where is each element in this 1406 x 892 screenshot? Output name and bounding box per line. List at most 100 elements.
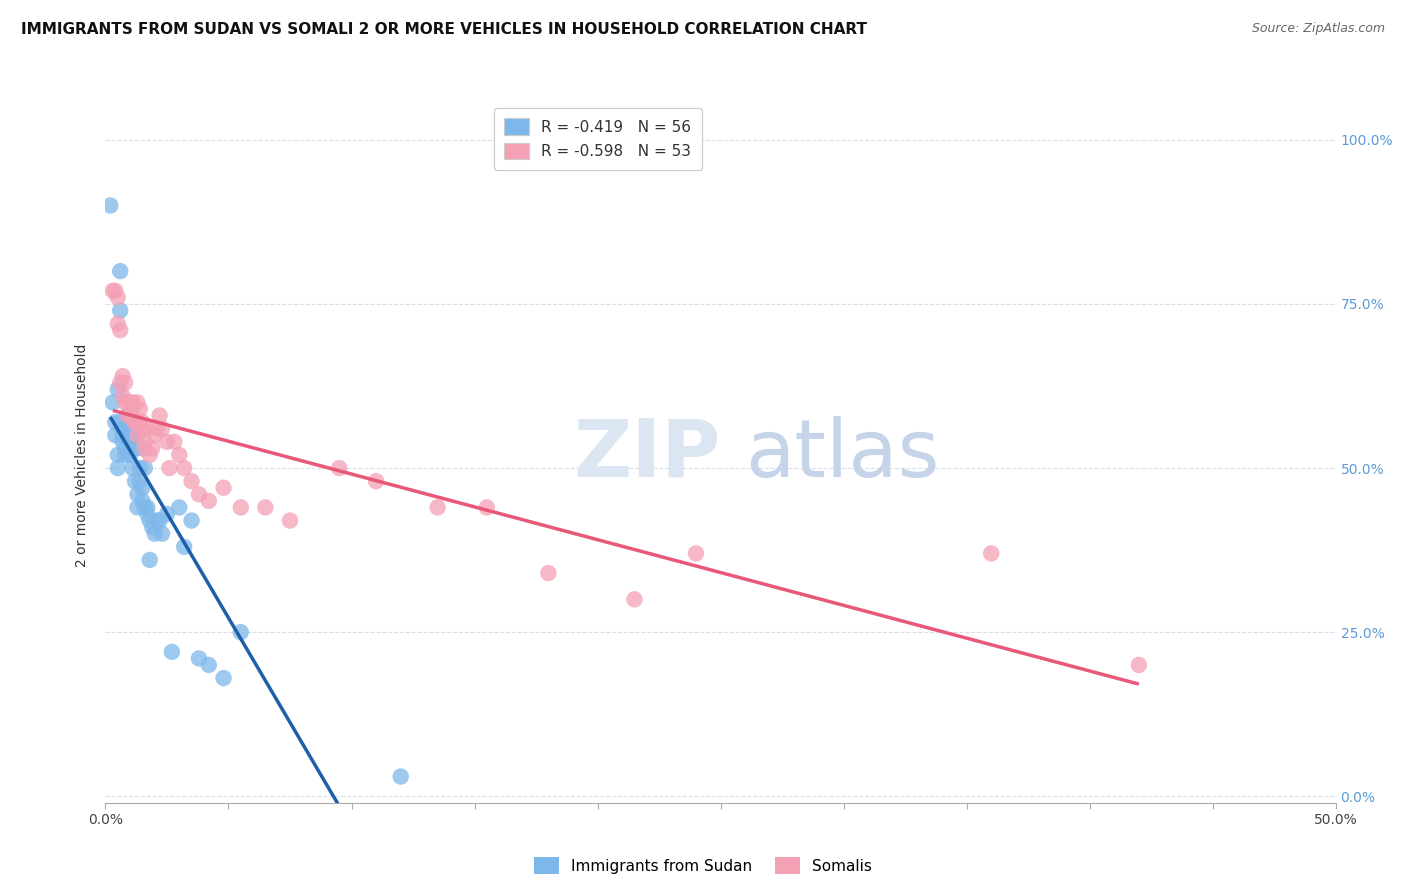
Point bbox=[121, 428, 143, 442]
Point bbox=[180, 474, 202, 488]
Point bbox=[169, 500, 191, 515]
Point bbox=[143, 428, 166, 442]
Point bbox=[120, 395, 141, 409]
Point bbox=[129, 461, 152, 475]
Point bbox=[117, 409, 139, 423]
Point bbox=[117, 415, 139, 429]
Point bbox=[141, 442, 163, 456]
Point bbox=[136, 422, 159, 436]
Point bbox=[110, 323, 132, 337]
Point bbox=[120, 448, 141, 462]
Legend: R = -0.419   N = 56, R = -0.598   N = 53: R = -0.419 N = 56, R = -0.598 N = 53 bbox=[494, 108, 702, 170]
Point bbox=[131, 494, 153, 508]
Point bbox=[180, 514, 202, 528]
Point bbox=[104, 284, 127, 298]
Point bbox=[110, 376, 132, 390]
Point bbox=[134, 461, 156, 475]
Point bbox=[111, 369, 134, 384]
Text: IMMIGRANTS FROM SUDAN VS SOMALI 2 OR MORE VEHICLES IN HOUSEHOLD CORRELATION CHAR: IMMIGRANTS FROM SUDAN VS SOMALI 2 OR MOR… bbox=[21, 22, 868, 37]
Point bbox=[114, 442, 136, 456]
Point bbox=[146, 514, 169, 528]
Point bbox=[127, 487, 149, 501]
Point bbox=[129, 474, 152, 488]
Point bbox=[121, 409, 143, 423]
Point bbox=[114, 376, 136, 390]
Point bbox=[134, 434, 156, 449]
Point bbox=[131, 422, 153, 436]
Point bbox=[120, 409, 141, 423]
Point bbox=[131, 481, 153, 495]
Point bbox=[107, 290, 129, 304]
Point bbox=[110, 264, 132, 278]
Point bbox=[138, 448, 162, 462]
Point bbox=[104, 415, 127, 429]
Point bbox=[127, 428, 149, 442]
Point bbox=[120, 422, 141, 436]
Point bbox=[124, 415, 146, 429]
Point bbox=[212, 481, 235, 495]
Point bbox=[150, 526, 173, 541]
Point bbox=[110, 415, 132, 429]
Point bbox=[114, 448, 136, 462]
Point bbox=[111, 389, 134, 403]
Point bbox=[131, 442, 153, 456]
Point bbox=[1128, 657, 1150, 672]
Point bbox=[278, 514, 301, 528]
Point bbox=[229, 500, 252, 515]
Point bbox=[107, 382, 129, 396]
Point bbox=[389, 770, 412, 784]
Text: Source: ZipAtlas.com: Source: ZipAtlas.com bbox=[1251, 22, 1385, 36]
Point bbox=[104, 428, 127, 442]
Point bbox=[173, 540, 195, 554]
Point bbox=[121, 395, 143, 409]
Text: ZIP: ZIP bbox=[574, 416, 721, 494]
Point bbox=[138, 514, 162, 528]
Point bbox=[101, 395, 124, 409]
Point bbox=[146, 422, 169, 436]
Point bbox=[117, 395, 139, 409]
Point bbox=[475, 500, 498, 515]
Point bbox=[134, 442, 156, 456]
Point bbox=[127, 500, 149, 515]
Point bbox=[131, 415, 153, 429]
Point bbox=[129, 401, 152, 416]
Point bbox=[114, 422, 136, 436]
Point bbox=[117, 428, 139, 442]
Point bbox=[141, 520, 163, 534]
Point bbox=[107, 317, 129, 331]
Point bbox=[124, 442, 146, 456]
Point bbox=[188, 651, 211, 665]
Point bbox=[537, 566, 560, 580]
Point bbox=[101, 284, 124, 298]
Point bbox=[156, 507, 179, 521]
Point bbox=[111, 428, 134, 442]
Point bbox=[107, 448, 129, 462]
Point bbox=[188, 487, 211, 501]
Point bbox=[156, 434, 179, 449]
Point bbox=[111, 434, 134, 449]
Point bbox=[328, 461, 350, 475]
Point bbox=[120, 434, 141, 449]
Point bbox=[426, 500, 449, 515]
Point bbox=[173, 461, 195, 475]
Point bbox=[212, 671, 235, 685]
Point bbox=[111, 422, 134, 436]
Point bbox=[98, 198, 122, 212]
Point bbox=[366, 474, 388, 488]
Point bbox=[150, 422, 173, 436]
Point bbox=[143, 526, 166, 541]
Point bbox=[114, 395, 136, 409]
Point bbox=[138, 553, 162, 567]
Point bbox=[134, 500, 156, 515]
Point bbox=[197, 494, 221, 508]
Point bbox=[124, 415, 146, 429]
Point bbox=[149, 409, 172, 423]
Point bbox=[623, 592, 645, 607]
Point bbox=[163, 434, 186, 449]
Point bbox=[169, 448, 191, 462]
Y-axis label: 2 or more Vehicles in Household: 2 or more Vehicles in Household bbox=[76, 343, 90, 566]
Point bbox=[117, 409, 139, 423]
Point bbox=[136, 507, 159, 521]
Point bbox=[136, 500, 159, 515]
Point bbox=[124, 428, 146, 442]
